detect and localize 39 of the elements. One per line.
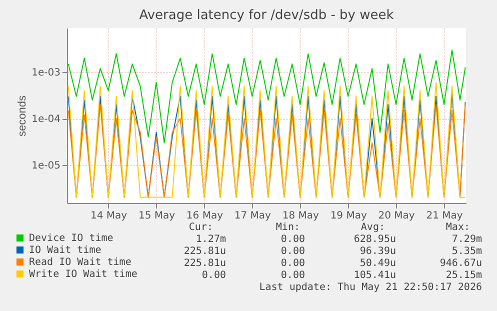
text: 25.15m xyxy=(446,270,482,281)
text: Avg: xyxy=(360,222,385,233)
text: Cur: xyxy=(188,222,213,233)
line-series xyxy=(68,50,466,144)
x-tick-label: 19 May xyxy=(330,210,367,222)
text: 0.00 xyxy=(202,270,226,281)
text: 0.00 xyxy=(280,234,305,245)
legend-label: Read IO Wait time xyxy=(29,257,132,268)
text: 225.81u xyxy=(184,258,226,269)
text: 105.41u xyxy=(354,270,396,281)
text: 946.67u xyxy=(440,258,482,269)
x-tick-label: 17 May xyxy=(234,210,272,222)
text: Last update: Thu May 21 22:50:17 2026 xyxy=(259,282,482,293)
y-tick-label: 1e-05 xyxy=(32,160,60,172)
text: 225.81u xyxy=(184,246,226,257)
text: 5.35m xyxy=(452,246,482,257)
y-tick-label: 1e-03 xyxy=(32,68,60,79)
x-tick-label: 15 May xyxy=(138,210,176,222)
x-tick-label: 16 May xyxy=(186,210,224,222)
legend-label: Device IO time xyxy=(29,233,114,244)
text: Min: xyxy=(276,222,300,233)
text: 96.39u xyxy=(360,246,396,257)
text: 0.00 xyxy=(280,246,305,257)
text: 1.27m xyxy=(196,234,226,245)
text: 50.49u xyxy=(360,258,396,269)
y-tick-label: 1e-04 xyxy=(32,114,60,126)
text: 628.95u xyxy=(354,234,396,245)
x-tick-label: 18 May xyxy=(282,210,320,222)
x-tick-label: 21 May xyxy=(426,210,463,222)
chart-title: Average latency for /dev/sdb - by week xyxy=(139,8,394,23)
text: 0.00 xyxy=(280,258,305,269)
y-axis-title: seconds xyxy=(16,95,29,136)
legend-label: Write IO Wait time xyxy=(29,269,138,280)
legend-label: IO Wait time xyxy=(29,245,102,256)
text: 7.29m xyxy=(452,234,482,245)
x-tick-label: 14 May xyxy=(90,210,128,222)
text: 0.00 xyxy=(280,270,305,281)
x-tick-label: 20 May xyxy=(378,210,415,222)
text: Max: xyxy=(446,222,470,233)
